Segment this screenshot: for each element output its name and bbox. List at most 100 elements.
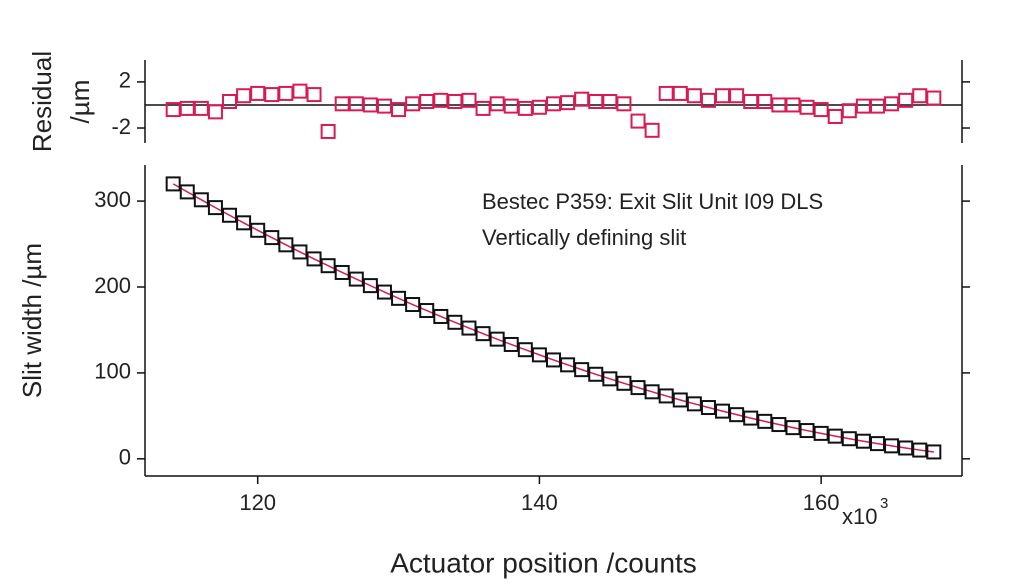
data-point xyxy=(912,88,928,104)
data-point xyxy=(926,90,942,106)
data-point xyxy=(222,94,238,109)
data-point xyxy=(236,215,252,231)
data-point xyxy=(771,417,787,433)
data-point xyxy=(644,122,660,138)
data-point xyxy=(560,95,576,111)
data-point xyxy=(250,85,266,101)
data-point xyxy=(376,284,392,300)
y-axis-label: Slit width /µm xyxy=(17,243,47,398)
data-point xyxy=(785,420,801,436)
data-point xyxy=(869,98,885,114)
y-tick-label: 300 xyxy=(94,187,131,212)
data-point xyxy=(419,303,435,319)
data-point xyxy=(278,237,294,253)
data-point xyxy=(757,94,773,109)
data-point xyxy=(799,99,815,115)
data-point xyxy=(165,176,181,192)
data-point xyxy=(193,100,209,116)
data-point xyxy=(729,88,745,104)
data-point xyxy=(447,314,463,330)
data-point xyxy=(264,230,280,246)
data-point xyxy=(306,251,322,267)
data-point xyxy=(489,96,505,112)
fit-line xyxy=(172,183,934,453)
data-point xyxy=(475,326,491,342)
y-axis-label: /µm xyxy=(65,80,95,124)
x-tick-label: 160 xyxy=(803,490,840,515)
data-point xyxy=(546,96,561,112)
x-tick-label: 120 xyxy=(239,490,276,515)
y-tick-label: 2 xyxy=(119,68,131,93)
data-point xyxy=(250,222,266,238)
data-point xyxy=(306,87,322,103)
data-point xyxy=(461,92,477,108)
data-point xyxy=(799,423,815,439)
data-point xyxy=(658,388,674,404)
data-point xyxy=(743,410,759,426)
data-point xyxy=(179,184,195,200)
data-point xyxy=(672,392,688,408)
data-point xyxy=(602,371,618,387)
data-point xyxy=(348,96,364,112)
data-point xyxy=(672,85,688,101)
data-point xyxy=(574,362,590,378)
data-point xyxy=(912,442,928,458)
data-point xyxy=(855,433,871,449)
data-point xyxy=(222,207,238,223)
data-point xyxy=(898,440,914,456)
data-point xyxy=(630,113,646,129)
data-point xyxy=(560,357,576,373)
data-point xyxy=(658,85,674,101)
data-point xyxy=(743,94,759,109)
data-point xyxy=(433,308,449,324)
data-point xyxy=(207,104,223,120)
data-point xyxy=(700,92,716,108)
data-point xyxy=(207,200,223,216)
data-point xyxy=(869,436,885,452)
x-axis-label: Actuator position /counts xyxy=(390,547,697,578)
data-point xyxy=(898,92,914,108)
data-point xyxy=(855,98,871,114)
data-point xyxy=(405,297,421,313)
annotation: Bestec P359: Exit Slit Unit I09 DLS xyxy=(482,189,823,214)
data-point xyxy=(376,98,392,114)
data-point xyxy=(503,98,519,114)
data-point xyxy=(574,91,590,107)
data-point xyxy=(489,331,505,347)
data-point xyxy=(715,88,731,104)
data-point xyxy=(841,431,857,447)
data-point xyxy=(827,428,843,444)
data-point xyxy=(334,264,350,280)
data-point xyxy=(292,244,308,260)
data-point xyxy=(715,403,731,419)
data-point xyxy=(686,396,702,412)
data-point xyxy=(179,100,195,116)
data-point xyxy=(405,96,421,112)
data-point xyxy=(320,123,336,139)
data-point xyxy=(588,366,604,382)
data-point xyxy=(193,192,209,208)
data-point xyxy=(419,94,435,109)
data-point xyxy=(447,94,463,109)
x-scale-label: x10 xyxy=(842,504,877,529)
x-scale-exponent: 3 xyxy=(880,495,888,512)
data-point xyxy=(348,271,364,287)
data-point xyxy=(165,102,181,118)
data-point xyxy=(236,88,252,104)
data-point xyxy=(771,97,787,113)
data-point xyxy=(757,413,773,429)
data-point xyxy=(503,336,519,352)
data-point xyxy=(278,85,294,101)
data-point xyxy=(517,342,533,358)
data-point xyxy=(729,407,745,423)
annotation: Vertically defining slit xyxy=(482,225,686,250)
data-point xyxy=(362,278,378,294)
data-point xyxy=(700,400,716,416)
y-tick-label: -2 xyxy=(111,114,131,139)
data-point xyxy=(686,88,702,104)
data-point xyxy=(884,96,900,112)
data-point xyxy=(391,102,407,118)
data-point xyxy=(827,108,843,124)
y-tick-label: 200 xyxy=(94,273,131,298)
data-point xyxy=(630,380,646,396)
